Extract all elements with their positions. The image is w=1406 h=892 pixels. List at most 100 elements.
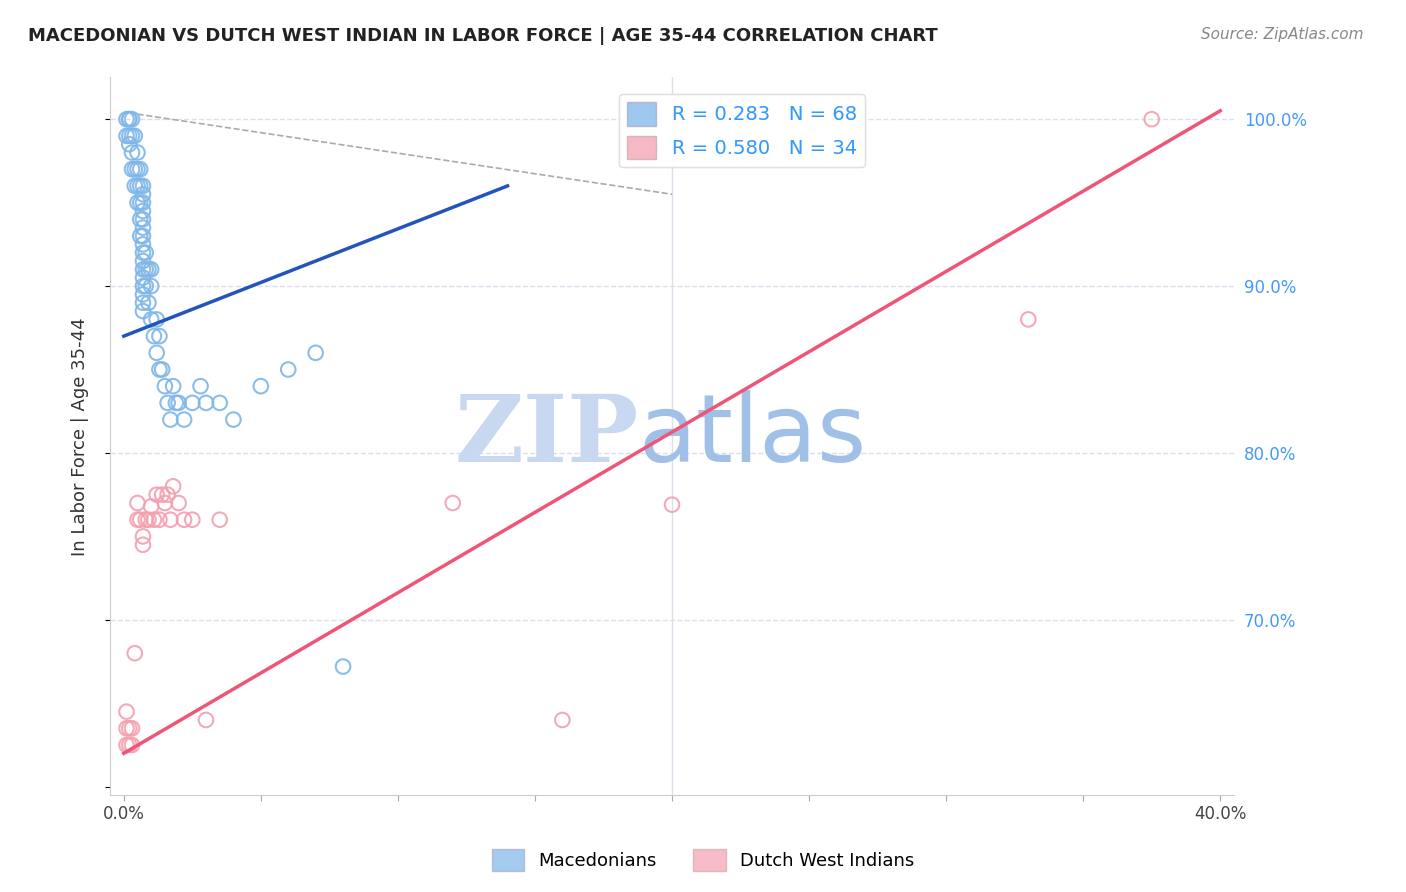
Point — [156, 488, 179, 502]
Point — [115, 738, 138, 752]
Point — [167, 496, 190, 510]
Point — [132, 295, 155, 310]
Point — [132, 245, 155, 260]
Point — [115, 112, 138, 127]
Point — [250, 379, 273, 393]
Point — [148, 329, 170, 343]
Point — [115, 705, 138, 719]
Point — [138, 295, 160, 310]
Point — [124, 128, 146, 143]
Point — [305, 346, 328, 360]
Y-axis label: In Labor Force | Age 35-44: In Labor Force | Age 35-44 — [72, 317, 89, 556]
Point — [135, 279, 157, 293]
Point — [195, 396, 218, 410]
Point — [173, 412, 195, 426]
Point — [129, 513, 152, 527]
Point — [159, 513, 181, 527]
Point — [132, 212, 155, 227]
Point — [132, 187, 155, 202]
Point — [1140, 112, 1163, 127]
Point — [148, 362, 170, 376]
Point — [162, 479, 184, 493]
Point — [145, 312, 167, 326]
Point — [135, 245, 157, 260]
Point — [132, 270, 155, 285]
Point — [121, 162, 143, 177]
Point — [551, 713, 574, 727]
Point — [162, 379, 184, 393]
Point — [132, 178, 155, 193]
Point — [222, 412, 245, 426]
Point — [129, 229, 152, 244]
Point — [208, 513, 231, 527]
Text: atlas: atlas — [638, 391, 866, 483]
Point — [181, 396, 204, 410]
Point — [118, 738, 141, 752]
Point — [132, 538, 155, 552]
Point — [208, 396, 231, 410]
Point — [118, 721, 141, 735]
Point — [127, 178, 149, 193]
Point — [141, 312, 163, 326]
Point — [167, 396, 190, 410]
Legend: Macedonians, Dutch West Indians: Macedonians, Dutch West Indians — [485, 842, 921, 879]
Point — [129, 195, 152, 210]
Point — [145, 346, 167, 360]
Point — [118, 128, 141, 143]
Point — [332, 659, 354, 673]
Point — [138, 513, 160, 527]
Point — [145, 488, 167, 502]
Point — [173, 513, 195, 527]
Point — [132, 262, 155, 277]
Point — [441, 496, 464, 510]
Point — [127, 145, 149, 160]
Point — [159, 412, 181, 426]
Point — [135, 513, 157, 527]
Point — [148, 513, 170, 527]
Point — [121, 145, 143, 160]
Point — [195, 713, 218, 727]
Point — [121, 738, 143, 752]
Point — [118, 112, 141, 127]
Point — [142, 329, 165, 343]
Point — [181, 513, 204, 527]
Point — [115, 128, 138, 143]
Point — [118, 112, 141, 127]
Point — [124, 178, 146, 193]
Point — [127, 496, 149, 510]
Point — [135, 262, 157, 277]
Point — [1017, 312, 1039, 326]
Point — [129, 212, 152, 227]
Text: MACEDONIAN VS DUTCH WEST INDIAN IN LABOR FORCE | AGE 35-44 CORRELATION CHART: MACEDONIAN VS DUTCH WEST INDIAN IN LABOR… — [28, 27, 938, 45]
Point — [115, 721, 138, 735]
Point — [190, 379, 212, 393]
Point — [132, 220, 155, 235]
Point — [124, 646, 146, 660]
Point — [132, 304, 155, 318]
Point — [141, 500, 163, 514]
Legend: R = 0.283   N = 68, R = 0.580   N = 34: R = 0.283 N = 68, R = 0.580 N = 34 — [619, 95, 865, 167]
Point — [127, 513, 149, 527]
Point — [156, 396, 179, 410]
Point — [124, 162, 146, 177]
Point — [132, 195, 155, 210]
Point — [142, 513, 165, 527]
Point — [153, 379, 176, 393]
Point — [129, 162, 152, 177]
Point — [132, 529, 155, 543]
Point — [118, 137, 141, 152]
Point — [132, 287, 155, 301]
Point — [132, 254, 155, 268]
Point — [132, 203, 155, 218]
Point — [150, 488, 173, 502]
Point — [121, 128, 143, 143]
Point — [121, 721, 143, 735]
Point — [153, 496, 176, 510]
Text: ZIP: ZIP — [454, 392, 638, 482]
Point — [277, 362, 299, 376]
Point — [150, 362, 173, 376]
Point — [121, 112, 143, 127]
Point — [138, 262, 160, 277]
Point — [165, 396, 187, 410]
Point — [127, 162, 149, 177]
